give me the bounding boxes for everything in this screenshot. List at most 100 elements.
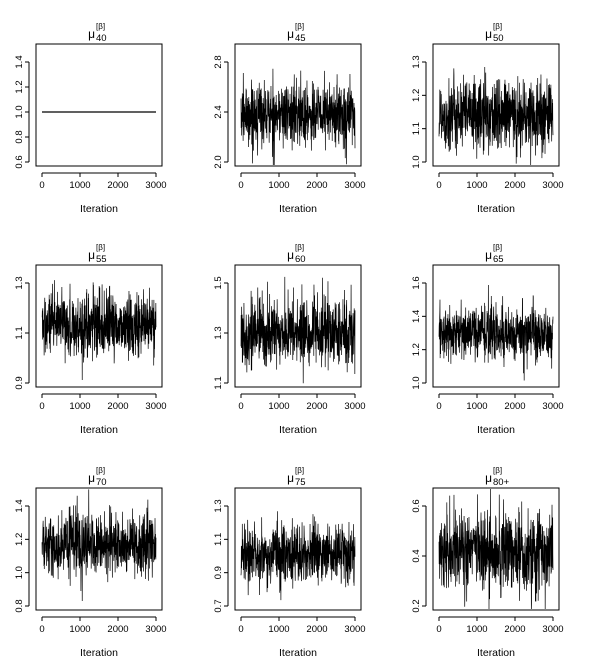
trace-panel-80plus: 0.2 0.4 0.6 0 1000 2000 3000 Iteration μ[β] 80+: [411, 466, 564, 659]
x-tick-label: 3000: [542, 624, 563, 635]
x-tick-label: 1000: [466, 180, 487, 191]
trace-panel-75: 0.7 0.9 1.1 1.3 0 1000 2000 3000 Iteration μ[β] 75: [213, 466, 366, 659]
x-tick-label: 2000: [107, 624, 128, 635]
panel-title-superscript: [β]: [493, 243, 502, 252]
x-axis-label: Iteration: [80, 647, 118, 659]
panel-title-superscript: [β]: [96, 22, 105, 31]
y-tick-label: 1.4: [14, 55, 25, 68]
plot-frame: [234, 43, 362, 167]
panel-title-subscript: 55: [96, 254, 107, 265]
panel-title-main: μ: [485, 27, 492, 41]
panel-title-main: μ: [88, 471, 95, 485]
y-tick-label: 1.0: [14, 566, 25, 579]
plot-frame: [432, 43, 560, 167]
x-tick-label: 0: [39, 180, 44, 191]
y-tick-label: 1.3: [411, 55, 422, 68]
y-tick-label: 1.1: [14, 326, 25, 339]
x-tick-label: 1000: [466, 401, 487, 412]
panel-title-superscript: [β]: [493, 22, 502, 31]
trace-panel-45: 2.0 2.4 2.8 0 1000 2000 3000 Iteration μ[β] 45: [213, 22, 366, 215]
x-tick-label: 2000: [107, 180, 128, 191]
panel-title-superscript: [β]: [493, 466, 502, 475]
trace-line: [438, 67, 554, 166]
x-tick-label: 3000: [542, 180, 563, 191]
panel-title-subscript: 70: [96, 477, 107, 488]
x-tick-label: 2000: [306, 401, 327, 412]
y-tick-label: 1.5: [213, 276, 224, 289]
x-axis-label: Iteration: [477, 424, 515, 436]
y-tick-label: 1.4: [14, 499, 25, 512]
panel-title-superscript: [β]: [96, 466, 105, 475]
y-tick-label: 1.4: [411, 310, 422, 323]
y-tick-label: 0.8: [14, 130, 25, 143]
x-axis-label: Iteration: [477, 203, 515, 215]
trace-panel-40: 0.6 0.8 1.0 1.2 1.4 0 1000 2000 3000 Iteration μ[β…: [14, 22, 167, 215]
trace-line: [438, 488, 554, 610]
x-tick-label: 3000: [344, 401, 365, 412]
panel-title-main: μ: [287, 471, 294, 485]
x-tick-label: 1000: [69, 401, 90, 412]
panel-title-main: μ: [287, 27, 294, 41]
x-tick-label: 3000: [145, 180, 166, 191]
x-tick-label: 2000: [504, 401, 525, 412]
x-tick-label: 1000: [268, 624, 289, 635]
plot-frame: [234, 264, 362, 388]
panel-title-subscript: 60: [295, 254, 306, 265]
panel-title-superscript: [β]: [96, 243, 105, 252]
y-tick-label: 0.6: [14, 155, 25, 168]
trace-panel-50: 1.0 1.1 1.2 1.3 0 1000 2000 3000 Iteration μ[β] 50: [411, 22, 564, 215]
plot-frame: [432, 487, 560, 611]
y-tick-label: 0.9: [14, 376, 25, 389]
x-axis-label: Iteration: [80, 424, 118, 436]
trace-panel-55: 0.9 1.1 1.3 0 1000 2000 3000 Iteration μ[β] 55: [14, 243, 167, 436]
trace-line: [240, 68, 356, 166]
x-axis-label: Iteration: [477, 647, 515, 659]
plot-frame: [35, 264, 163, 388]
panel-title-main: μ: [485, 248, 492, 262]
x-tick-label: 2000: [504, 180, 525, 191]
trace-line: [41, 489, 157, 602]
y-tick-label: 1.2: [411, 89, 422, 102]
y-tick-label: 1.3: [213, 326, 224, 339]
y-tick-label: 0.7: [213, 599, 224, 612]
panel-title-main: μ: [88, 27, 95, 41]
trace-line: [438, 285, 554, 381]
y-tick-label: 1.1: [213, 376, 224, 389]
y-tick-label: 1.0: [411, 155, 422, 168]
y-tick-label: 0.9: [213, 566, 224, 579]
panel-title-superscript: [β]: [295, 466, 304, 475]
x-tick-label: 0: [238, 401, 243, 412]
panel-title-subscript: 80+: [493, 477, 510, 488]
y-tick-label: 2.0: [213, 155, 224, 168]
y-tick-label: 1.6: [411, 276, 422, 289]
y-tick-label: 1.2: [411, 343, 422, 356]
y-tick-label: 1.0: [14, 105, 25, 118]
panel-title-main: μ: [485, 471, 492, 485]
x-tick-label: 0: [238, 624, 243, 635]
panel-title-subscript: 75: [295, 477, 306, 488]
x-tick-label: 2000: [306, 624, 327, 635]
y-tick-label: 1.2: [14, 533, 25, 546]
x-tick-label: 2000: [107, 401, 128, 412]
x-tick-label: 1000: [69, 624, 90, 635]
x-tick-label: 3000: [145, 624, 166, 635]
trace-line: [41, 280, 157, 380]
plot-frame: [35, 487, 163, 611]
y-tick-label: 0.6: [411, 499, 422, 512]
trace-panel-65: 1.0 1.2 1.4 1.6 0 1000 2000 3000 Iteration μ[β] 65: [411, 243, 564, 436]
y-tick-label: 2.4: [213, 105, 224, 118]
trace-panel-70: 0.8 1.0 1.2 1.4 0 1000 2000 3000 Iteration μ[β] 70: [14, 466, 167, 659]
x-tick-label: 1000: [69, 180, 90, 191]
x-tick-label: 1000: [466, 624, 487, 635]
trace-panel-60: 1.1 1.3 1.5 0 1000 2000 3000 Iteration μ[β] 60: [213, 243, 366, 436]
y-tick-label: 0.2: [411, 599, 422, 612]
y-tick-label: 1.3: [213, 499, 224, 512]
panel-title-main: μ: [287, 248, 294, 262]
y-tick-label: 0.4: [411, 549, 422, 562]
x-axis-label: Iteration: [279, 647, 317, 659]
x-axis-label: Iteration: [80, 203, 118, 215]
panel-title-subscript: 45: [295, 33, 306, 44]
x-tick-label: 3000: [344, 180, 365, 191]
panel-title-subscript: 65: [493, 254, 504, 265]
